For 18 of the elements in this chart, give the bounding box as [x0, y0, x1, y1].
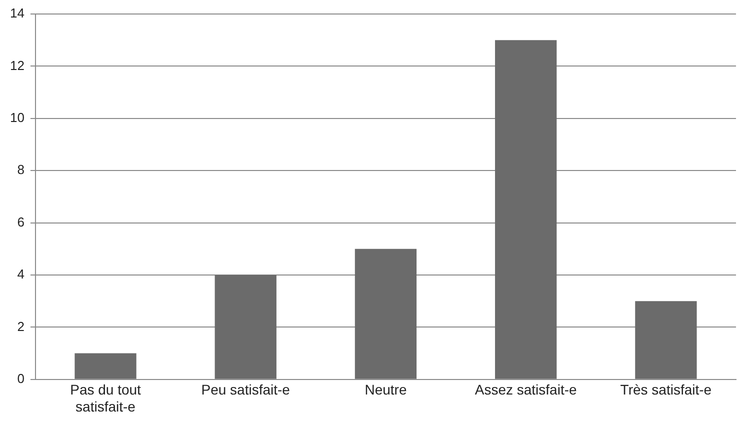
y-tick-label: 8 [17, 162, 24, 178]
y-tick-label: 14 [10, 6, 24, 21]
y-tick-label: 0 [17, 370, 24, 386]
y-tick-label: 12 [10, 58, 24, 73]
x-tick-label: Assez satisfait-e [474, 382, 578, 398]
x-tick-label: Neutre [364, 382, 407, 398]
y-tick-label: 4 [17, 266, 24, 282]
y-tick-label: 10 [10, 110, 24, 125]
x-tick-label: Peu satisfait-e [201, 382, 290, 398]
y-tick-label: 2 [17, 318, 24, 334]
bar [354, 248, 417, 379]
x-tick-label: Très satisfait-e [620, 382, 712, 398]
bar [214, 275, 276, 379]
bar [74, 353, 136, 379]
bar [635, 301, 697, 379]
bar [495, 40, 557, 379]
y-tick-label: 6 [17, 214, 24, 230]
x-tick-label: Pas du tout satisfait-e [70, 382, 142, 414]
